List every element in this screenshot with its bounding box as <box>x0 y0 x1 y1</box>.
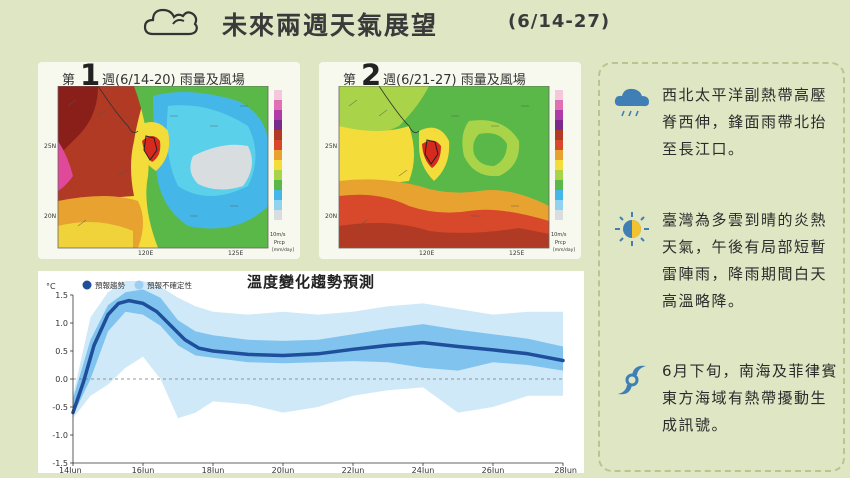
lon-label-120e: 120E <box>419 250 434 257</box>
legend-label-trend: 預報趨勢 <box>95 280 125 290</box>
week1-map-header: 第 1 週(6/14-20) 雨量及風場 <box>38 58 300 92</box>
rain-cloud-icon <box>614 88 649 117</box>
typhoon-icon <box>618 365 646 395</box>
week-prefix: 第 <box>343 73 357 88</box>
header: 未來兩週天氣展望 (6/14-27) <box>0 0 850 44</box>
week2-precip-map: 25N 20N 120E 125E 10m/s Prcp [mm/day] <box>325 86 575 257</box>
page-title: 未來兩週天氣展望 <box>222 11 439 40</box>
y-tick-label: -1.0 <box>52 431 68 440</box>
date-range: (6/14-27) <box>508 11 611 32</box>
outlook-summary-panel: 西北太平洋副熱帶高壓脊西伸，鋒面雨帶北抬至長江口。 臺灣為多雲到晴的炎熱天氣，午… <box>598 62 845 472</box>
week-caption: 週(6/14-20) 雨量及風場 <box>102 73 245 88</box>
x-tick-label: 20Jun <box>272 466 295 473</box>
temperature-chart-card: 溫度變化趨勢預測 °C 1.5 1.0 0.5 0.0 -0.5 -1.0 -1.5 14J… <box>38 271 584 473</box>
lat-label-20n: 20N <box>44 213 56 220</box>
precip-colorbar <box>555 90 563 220</box>
week-number: 2 <box>361 58 382 92</box>
y-unit-label: °C <box>46 282 56 291</box>
summary-text-rain: 西北太平洋副熱帶高壓脊西伸，鋒面雨帶北抬至長江口。 <box>662 86 828 158</box>
week2-map-card: 第 2 週(6/21-27) 雨量及風場 25N 20N 120E 125E <box>319 58 581 259</box>
week2-map-header: 第 2 週(6/21-27) 雨量及風場 <box>319 58 581 92</box>
summary-text-typhoon: 6月下旬，南海及菲律賓東方海域有熱帶擾動生成訊號。 <box>662 362 839 434</box>
wind-scale-label: 10m/s <box>270 232 286 238</box>
y-tick-label: -1.5 <box>52 459 68 468</box>
x-tick-label: 22Jun <box>342 466 365 473</box>
lon-label-120e: 120E <box>138 250 153 257</box>
cloud-icon <box>143 8 198 36</box>
lat-label-25n: 25N <box>325 143 337 150</box>
y-tick-label: 1.0 <box>55 319 68 328</box>
wind-scale-label: 10m/s <box>551 232 567 238</box>
lon-label-125e: 125E <box>228 250 243 257</box>
precip-colorbar <box>274 90 282 220</box>
sun-cloud-icon <box>615 212 649 246</box>
x-tick-label: 26Jun <box>482 466 505 473</box>
precip-unit: [mm/day] <box>272 247 294 253</box>
y-tick-label: 0.0 <box>55 375 68 384</box>
legend-swatch-uncertainty <box>134 280 144 290</box>
trend-line <box>71 298 565 415</box>
x-tick-label: 24Jun <box>412 466 435 473</box>
x-axis-ticks: 14Jun 16Jun 18Jun 20Jun 22Jun 24Jun 26Jun 28Jun <box>59 463 577 473</box>
lon-label-125e: 125E <box>509 250 524 257</box>
week1-precip-map: 25N 20N 120E 125E 10m/s Prcp [mm/day] <box>44 86 294 257</box>
y-tick-label: 0.5 <box>55 347 68 356</box>
summary-text-sunny: 臺灣為多雲到晴的炎熱天氣，午後有局部短暫雷陣雨，降雨期間白天高溫略降。 <box>662 211 828 310</box>
y-tick-label: -0.5 <box>52 403 68 412</box>
chart-legend: 預報趨勢 預報不確定性 <box>82 280 192 290</box>
lat-label-25n: 25N <box>44 143 56 150</box>
legend-label-uncertainty: 預報不確定性 <box>147 280 192 290</box>
x-tick-label: 16Jun <box>132 466 155 473</box>
chart-title: 溫度變化趨勢預測 <box>247 273 375 291</box>
y-tick-label: 1.5 <box>55 291 68 300</box>
week-prefix: 第 <box>62 73 76 88</box>
temperature-trend-chart: 溫度變化趨勢預測 °C 1.5 1.0 0.5 0.0 -0.5 -1.0 -1.5 14J… <box>46 273 577 473</box>
precip-unit: [mm/day] <box>553 247 575 253</box>
x-tick-label: 14Jun <box>59 466 82 473</box>
x-tick-label: 18Jun <box>202 466 225 473</box>
wind-vectors <box>67 99 248 227</box>
x-tick-label: 28Jun <box>554 466 577 473</box>
y-axis-ticks: 1.5 1.0 0.5 0.0 -0.5 -1.0 -1.5 <box>52 291 73 468</box>
wind-vectors <box>348 99 529 227</box>
week-number: 1 <box>80 58 101 92</box>
week-caption: 週(6/21-27) 雨量及風場 <box>383 73 526 88</box>
lat-label-20n: 20N <box>325 213 337 220</box>
precip-label: Prcp <box>274 240 285 246</box>
precip-label: Prcp <box>555 240 566 246</box>
legend-swatch-trend <box>82 280 92 290</box>
forecast-trend-series <box>71 298 565 415</box>
week1-map-card: 第 1 週(6/14-20) 雨量及風場 25N 20N 120E 125E <box>38 58 300 259</box>
